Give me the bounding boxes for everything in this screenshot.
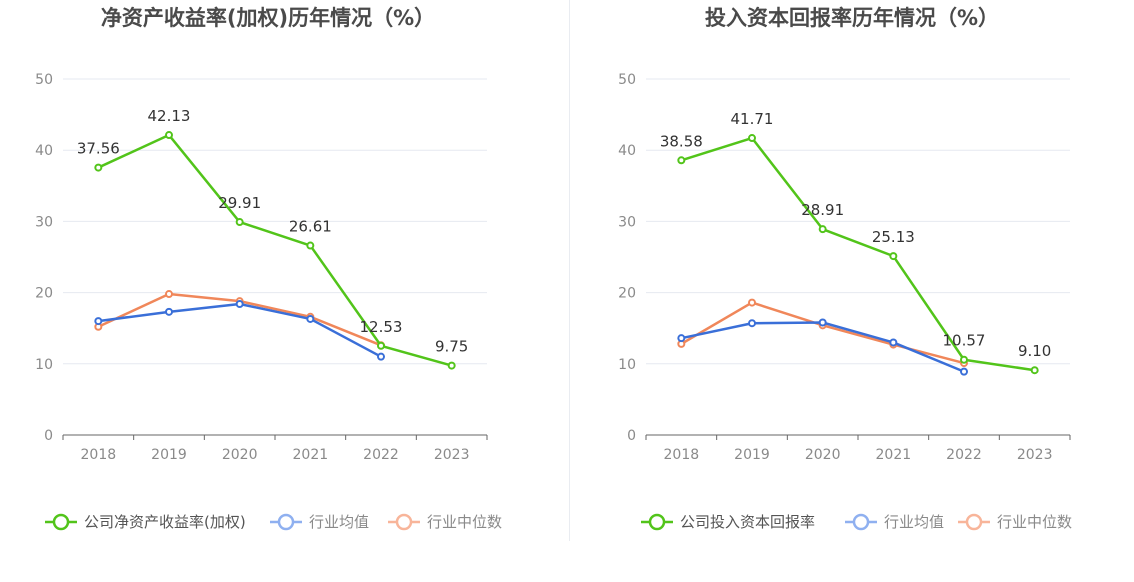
legend-item-industry_avg[interactable]: 行业均值 (270, 513, 369, 531)
legend-circle-icon (277, 513, 295, 531)
data-point-industry_median[interactable] (748, 298, 756, 307)
legend-label: 公司净资产收益率(加权) (84, 513, 246, 531)
data-point-company[interactable] (306, 241, 315, 250)
data-point-industry_avg[interactable] (748, 319, 756, 328)
y-tick-label: 20 (618, 286, 636, 302)
data-point-company[interactable] (677, 156, 686, 165)
data-point-industry_avg[interactable] (960, 367, 968, 376)
data-label: 12.53 (360, 318, 403, 336)
data-point-company[interactable] (960, 355, 968, 364)
x-tick-label: 2023 (1017, 447, 1053, 463)
data-point-industry_avg[interactable] (306, 314, 315, 323)
data-label: 28.91 (801, 201, 844, 219)
series-line-industry_avg (98, 302, 382, 358)
data-label: 29.91 (218, 194, 261, 212)
data-point-company[interactable] (447, 361, 456, 370)
x-tick-label: 2021 (293, 447, 329, 463)
legend-label: 行业均值 (884, 513, 944, 531)
legend-label: 行业中位数 (997, 513, 1072, 531)
roic-line-chart: 投入资本回报率历年情况（%） 0 10 20 30 40 50 2018 2019 2020 20… (618, 6, 1072, 531)
x-tick-label: 2022 (946, 447, 982, 463)
legend-circle-icon (395, 513, 413, 531)
data-label: 38.58 (660, 132, 703, 150)
y-tick-label: 30 (35, 214, 53, 230)
data-point-industry_avg[interactable] (818, 318, 827, 327)
y-tick-label: 10 (35, 357, 53, 373)
legend-circle-icon (648, 513, 666, 531)
data-point-company[interactable] (1030, 366, 1039, 375)
y-tick-label: 40 (35, 143, 53, 159)
y-tick-label: 40 (618, 143, 636, 159)
data-label: 9.10 (1018, 342, 1051, 360)
legend-circle-icon (965, 513, 983, 531)
legend-circle-icon (52, 513, 70, 531)
y-tick-label: 50 (35, 72, 53, 88)
legend-item-industry_avg[interactable]: 行业均值 (845, 513, 944, 531)
data-point-company[interactable] (165, 131, 173, 140)
roic-chart-panel: 投入资本回报率历年情况（%） 0 10 20 30 40 50 2018 2019 2020 20… (567, 0, 1134, 582)
data-label: 37.56 (77, 140, 120, 158)
x-tick-label: 2020 (222, 447, 258, 463)
data-point-company[interactable] (94, 163, 103, 172)
data-point-industry_avg[interactable] (94, 317, 103, 326)
data-point-industry_avg[interactable] (235, 299, 244, 308)
x-tick-label: 2019 (151, 447, 187, 463)
y-tick-label: 0 (44, 428, 53, 444)
legend-label: 行业均值 (309, 513, 369, 531)
x-tick-label: 2018 (664, 447, 700, 463)
data-label: 25.13 (872, 228, 915, 246)
legend-item-company[interactable]: 公司投入资本回报率 (641, 513, 815, 531)
roe-line-chart: 净资产收益率(加权)历年情况（%） 0 10 20 30 40 50 2018 2019 202… (35, 6, 502, 531)
y-tick-label: 10 (618, 357, 636, 373)
legend-label: 行业中位数 (427, 513, 502, 531)
legend-item-industry_median[interactable]: 行业中位数 (958, 513, 1072, 531)
x-tick-label: 2019 (734, 447, 770, 463)
data-label: 9.75 (435, 338, 468, 356)
data-point-industry_avg[interactable] (677, 334, 686, 343)
data-label: 41.71 (731, 110, 774, 128)
y-tick-label: 30 (618, 214, 636, 230)
data-point-industry_avg[interactable] (377, 352, 385, 361)
x-tick-label: 2021 (876, 447, 912, 463)
x-tick-label: 2020 (805, 447, 841, 463)
legend-item-company[interactable]: 公司净资产收益率(加权) (45, 513, 246, 531)
y-tick-label: 50 (618, 72, 636, 88)
legend-circle-icon (852, 513, 870, 531)
roe-chart-panel: 净资产收益率(加权)历年情况（%） 0 10 20 30 40 50 2018 2019 202… (35, 6, 502, 531)
data-point-industry_avg[interactable] (165, 307, 173, 316)
data-point-company[interactable] (748, 134, 756, 143)
chart-title: 净资产收益率(加权)历年情况（%） (101, 6, 435, 30)
x-tick-label: 2018 (81, 447, 117, 463)
data-point-company[interactable] (377, 341, 385, 350)
series-line-company (680, 136, 1035, 372)
data-point-company[interactable] (889, 252, 898, 261)
y-tick-label: 0 (627, 428, 636, 444)
panel-divider (569, 0, 570, 541)
series-line-company (97, 133, 453, 367)
data-label: 42.13 (148, 107, 191, 125)
legend-item-industry_median[interactable]: 行业中位数 (388, 513, 502, 531)
data-label: 10.57 (943, 332, 986, 350)
data-label: 26.61 (289, 218, 332, 236)
data-point-company[interactable] (235, 218, 244, 227)
data-point-industry_avg[interactable] (889, 338, 898, 347)
data-point-company[interactable] (818, 225, 827, 234)
x-tick-label: 2023 (434, 447, 470, 463)
x-tick-label: 2022 (363, 447, 399, 463)
chart-title: 投入资本回报率历年情况（%） (705, 6, 999, 30)
legend-label: 公司投入资本回报率 (680, 513, 815, 531)
y-tick-label: 20 (35, 286, 53, 302)
data-point-industry_median[interactable] (165, 290, 173, 299)
